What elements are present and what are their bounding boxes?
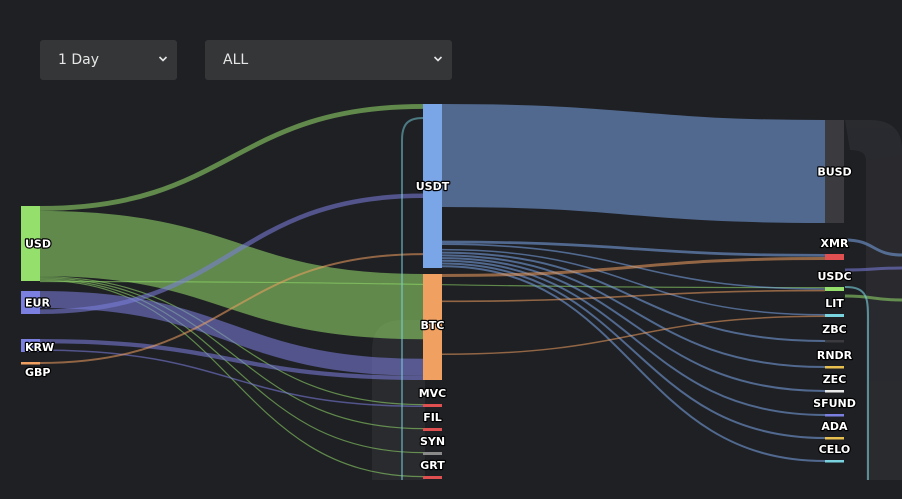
node-label-zbc: ZBC <box>822 323 846 336</box>
node-busd[interactable] <box>825 120 844 223</box>
offscreen-link-vertical-middle <box>401 117 424 480</box>
node-syn[interactable] <box>423 452 442 455</box>
node-eur[interactable] <box>21 291 40 314</box>
link-usdt-rndr <box>441 254 826 368</box>
link-btc-usdc <box>441 289 826 303</box>
link-usdt-celo <box>441 265 826 462</box>
node-fil[interactable] <box>423 428 442 431</box>
node-label-fil: FIL <box>423 411 442 424</box>
link-usd-usdt <box>39 104 424 211</box>
link-usdt-zec <box>441 257 826 392</box>
node-celo[interactable] <box>825 460 844 463</box>
link-usdt-busd <box>441 104 826 223</box>
link-usdt-sfund <box>441 259 826 416</box>
link-usdt-zbc <box>441 251 826 342</box>
link-usd-fil <box>39 277 424 430</box>
offscreen-link-1 <box>844 266 902 272</box>
link-btc-xmr <box>441 257 826 277</box>
node-zec[interactable] <box>825 390 844 393</box>
node-usdc[interactable] <box>825 287 844 291</box>
node-label-usd: USD <box>25 238 51 251</box>
node-label-zec: ZEC <box>823 373 847 386</box>
node-xmr[interactable] <box>825 254 844 260</box>
node-rndr[interactable] <box>825 366 844 369</box>
chevron-down-icon <box>433 56 443 62</box>
link-usd-btc <box>39 210 424 340</box>
link-usdt-xmr <box>441 240 826 257</box>
node-label-gbp: GBP <box>25 366 50 379</box>
node-label-usdt: USDT <box>416 180 450 193</box>
node-label-eur: EUR <box>25 297 50 310</box>
node-label-xmr: XMR <box>821 237 849 250</box>
market-select[interactable]: ALL <box>205 40 452 80</box>
period-select-value: 1 Day <box>58 52 100 68</box>
node-sfund[interactable] <box>825 414 844 417</box>
node-label-lit: LIT <box>825 297 844 310</box>
node-label-usdc: USDC <box>817 270 851 283</box>
node-ada[interactable] <box>825 437 844 440</box>
node-label-rndr: RNDR <box>817 349 853 362</box>
node-label-syn: SYN <box>420 435 445 448</box>
node-label-celo: CELO <box>819 443 851 456</box>
link-eur-btc <box>39 291 424 376</box>
offscreen-link-vertical <box>844 286 870 480</box>
link-usd-syn <box>39 278 424 454</box>
node-krw[interactable] <box>21 339 40 352</box>
node-label-btc: BTC <box>421 319 445 332</box>
node-lit[interactable] <box>825 314 844 317</box>
node-zbc[interactable] <box>825 340 844 343</box>
node-mvc[interactable] <box>423 404 442 407</box>
node-label-krw: KRW <box>25 341 54 354</box>
link-btc-lit <box>441 315 826 355</box>
node-label-sfund: SFUND <box>813 397 856 410</box>
node-usd[interactable] <box>21 206 40 281</box>
node-label-ada: ADA <box>821 420 848 433</box>
sankey-nodes <box>21 104 844 479</box>
node-label-busd: BUSD <box>817 166 851 179</box>
link-krw-btc <box>39 339 424 380</box>
node-gbp[interactable] <box>21 362 40 365</box>
offscreen-link-2 <box>844 294 902 302</box>
node-grt[interactable] <box>423 476 442 479</box>
chevron-down-icon <box>158 56 168 62</box>
link-krw-mvc <box>39 349 424 407</box>
node-label-grt: GRT <box>420 459 445 472</box>
offscreen-link-0 <box>844 238 902 257</box>
link-eur-usdt <box>39 193 424 314</box>
link-usdt-ada <box>441 262 826 439</box>
link-usdt-lit <box>441 248 826 316</box>
sankey-labels: USD EUR KRW GBP USDT BTC MVC FIL SYN GRT BUSD XMR US… <box>24 164 857 473</box>
node-btc[interactable] <box>423 274 442 380</box>
period-select[interactable]: 1 Day <box>40 40 177 80</box>
sankey-links <box>39 104 902 480</box>
link-gbp-usdt <box>39 253 424 364</box>
node-usdt[interactable] <box>423 104 442 268</box>
node-label-mvc: MVC <box>419 387 447 400</box>
market-select-value: ALL <box>223 52 249 68</box>
